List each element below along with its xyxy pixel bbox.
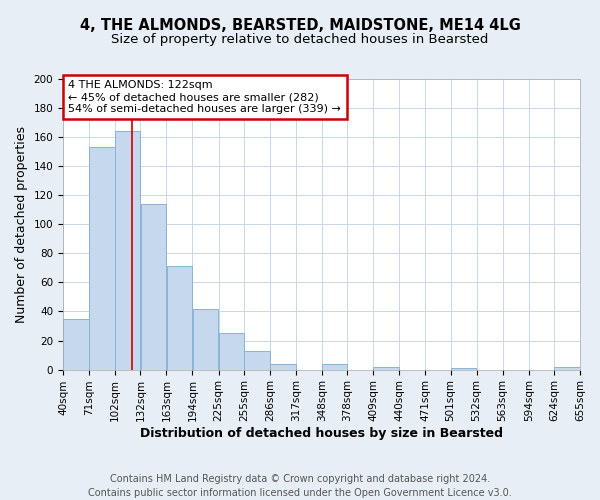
Text: Size of property relative to detached houses in Bearsted: Size of property relative to detached ho… [112, 32, 488, 46]
Text: 4 THE ALMONDS: 122sqm
← 45% of detached houses are smaller (282)
54% of semi-det: 4 THE ALMONDS: 122sqm ← 45% of detached … [68, 80, 341, 114]
Bar [115, 132, 140, 370]
Bar [451, 368, 476, 370]
Bar [554, 366, 580, 370]
Bar [167, 266, 192, 370]
Bar [89, 148, 115, 370]
Y-axis label: Number of detached properties: Number of detached properties [15, 126, 28, 323]
Bar [373, 366, 399, 370]
Bar [322, 364, 347, 370]
Text: 4, THE ALMONDS, BEARSTED, MAIDSTONE, ME14 4LG: 4, THE ALMONDS, BEARSTED, MAIDSTONE, ME1… [80, 18, 520, 32]
Bar [244, 350, 269, 370]
Bar [63, 318, 89, 370]
X-axis label: Distribution of detached houses by size in Bearsted: Distribution of detached houses by size … [140, 427, 503, 440]
Text: Contains HM Land Registry data © Crown copyright and database right 2024.
Contai: Contains HM Land Registry data © Crown c… [88, 474, 512, 498]
Bar [140, 204, 166, 370]
Bar [270, 364, 296, 370]
Bar [219, 334, 244, 370]
Bar [193, 308, 218, 370]
